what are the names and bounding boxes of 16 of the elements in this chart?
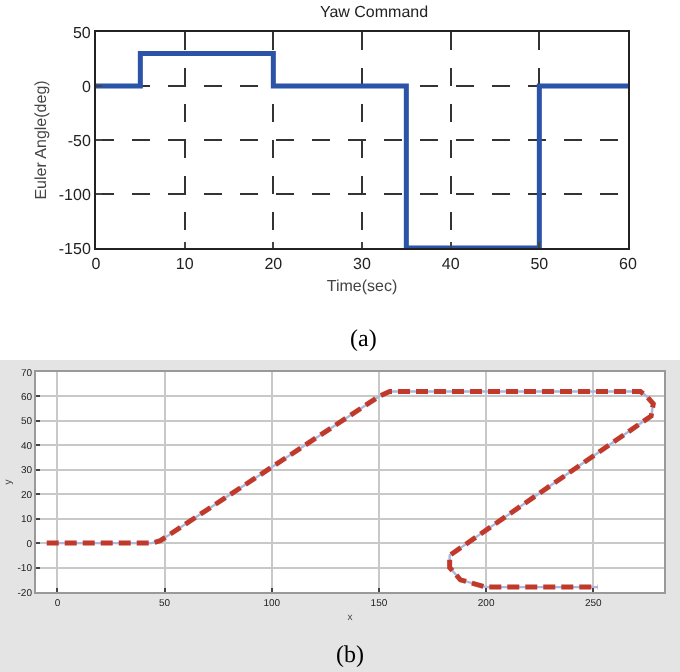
x-tick-label: 50: [530, 255, 550, 274]
text: (b): [336, 640, 364, 668]
x-tick-label: 30: [353, 255, 372, 274]
x-tick-label: 60: [619, 255, 638, 274]
y-tick-label: 0: [81, 77, 92, 96]
x-tick-label: 40: [441, 255, 461, 274]
y-tick-label: -50: [67, 131, 92, 150]
text: (a): [350, 324, 377, 352]
y-tick-label: 50: [72, 23, 92, 42]
y-tick-label: -150: [58, 239, 92, 258]
x-tick-label: 20: [264, 255, 284, 274]
y-tick-label: -100: [58, 185, 92, 204]
x-tick-label: 10: [175, 255, 195, 274]
y-axis-title: Euler Angle(deg): [32, 79, 51, 200]
x-axis-title: Time(sec): [326, 277, 398, 296]
chart-title: Yaw Command: [319, 2, 429, 21]
